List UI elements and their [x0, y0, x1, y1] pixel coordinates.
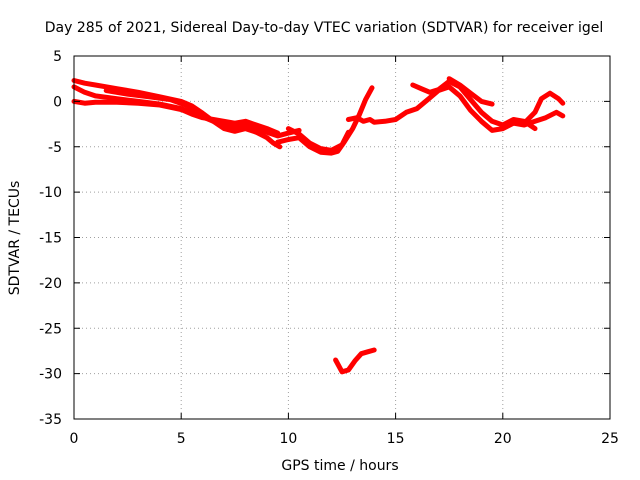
series-arc-1: [71, 78, 283, 150]
y-tick-label: -10: [39, 185, 62, 201]
grid: [74, 56, 610, 419]
x-tick-label: 20: [494, 431, 512, 447]
x-tick-label: 5: [177, 431, 186, 447]
y-tick-label: 5: [53, 49, 62, 65]
y-tick-label: -30: [39, 367, 62, 383]
series-arc-6: [285, 126, 351, 153]
series-arc-3: [71, 98, 281, 136]
series-arc-10: [521, 90, 566, 126]
series-arc-11: [333, 347, 377, 375]
y-tick-label: -15: [39, 231, 62, 247]
y-axis-label: SDTVAR / TECUs: [7, 181, 23, 296]
y-tick-label: -25: [39, 321, 62, 337]
series-arc-8: [410, 78, 538, 132]
x-axis: 0 5 10 15 20 25: [70, 56, 619, 447]
y-tick-label: 0: [53, 94, 62, 110]
x-tick-label: 10: [279, 431, 297, 447]
x-axis-label: GPS time / hours: [281, 458, 398, 474]
y-axis: 5 0 -5 -10 -15 -20 -25 -30 -35: [39, 49, 610, 428]
x-tick-label: 25: [601, 431, 619, 447]
series-layer: [71, 76, 566, 375]
y-tick-label: -5: [48, 140, 62, 156]
x-tick-label: 15: [387, 431, 405, 447]
y-tick-label: -35: [39, 412, 62, 428]
series-arc-5: [275, 85, 375, 156]
series-arc-4: [103, 88, 197, 112]
chart-title: Day 285 of 2021, Sidereal Day-to-day VTE…: [45, 20, 604, 36]
series-arc-9: [446, 76, 495, 107]
x-tick-label: 0: [70, 431, 79, 447]
y-tick-label: -20: [39, 276, 62, 292]
